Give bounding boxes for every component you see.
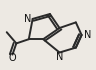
Text: N: N (84, 30, 91, 40)
Text: O: O (9, 53, 16, 63)
Text: N: N (24, 14, 31, 24)
Text: N: N (56, 52, 63, 62)
